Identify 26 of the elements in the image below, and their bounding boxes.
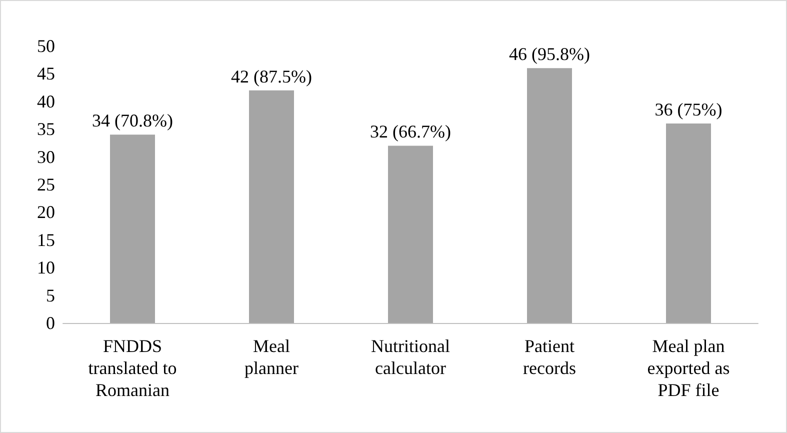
bar (110, 134, 155, 323)
y-tick-label: 50 (37, 36, 55, 56)
data-label: 42 (87.5%) (231, 66, 312, 86)
x-tick-label: Meal planner (244, 336, 298, 378)
y-tick-label: 20 (37, 202, 55, 222)
y-tick-label: 35 (37, 119, 55, 140)
y-tick-label: 5 (46, 285, 55, 306)
bar (666, 124, 711, 323)
data-label: 46 (95.8%) (509, 44, 590, 64)
y-tick-label: 15 (37, 230, 55, 250)
x-tick-label: Nutritional calculator (371, 336, 450, 378)
data-label: 36 (75%) (654, 100, 722, 120)
y-tick-label: 40 (37, 91, 55, 112)
y-tick-label: 10 (37, 258, 55, 278)
x-tick-label: FNDDS translated to Romanian (88, 336, 177, 400)
bar (388, 146, 433, 323)
bar (249, 90, 294, 323)
data-label: 32 (66.7%) (370, 122, 451, 142)
bar (527, 68, 572, 323)
y-tick-label: 0 (46, 313, 55, 333)
x-tick-label: Meal plan exported as PDF file (647, 336, 730, 400)
y-tick-label: 45 (37, 64, 55, 84)
y-tick-label: 30 (37, 146, 55, 167)
data-label: 34 (70.8%) (92, 110, 173, 131)
x-tick-label: Patient records (523, 336, 576, 378)
y-tick-label: 25 (37, 174, 55, 194)
